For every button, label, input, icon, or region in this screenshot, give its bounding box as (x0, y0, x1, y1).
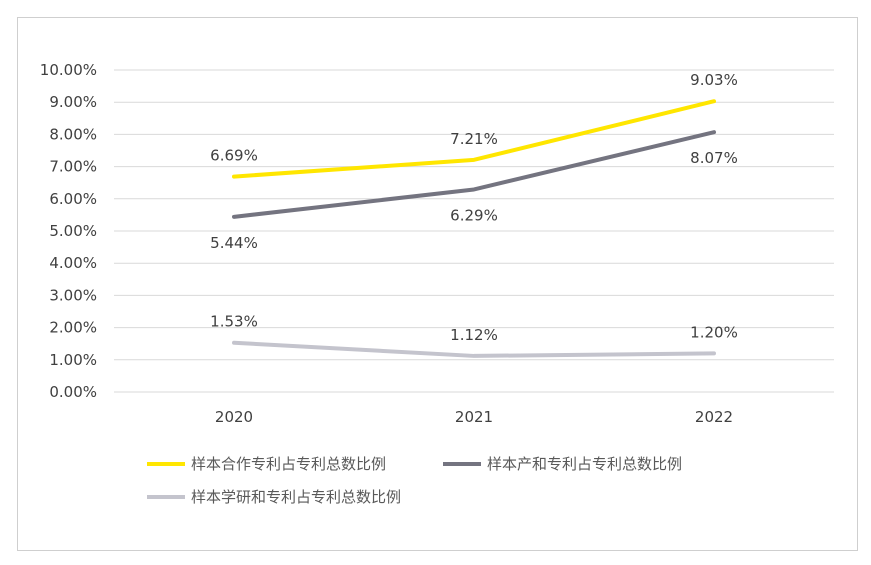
data-label: 1.53% (210, 313, 258, 331)
series-line-1 (232, 99, 716, 179)
y-tick-label: 0.00% (49, 383, 97, 401)
x-axis-ticks: 2020 2021 2022 (215, 408, 733, 426)
series-line-2 (232, 130, 716, 219)
data-label: 1.12% (450, 326, 498, 344)
x-tick-label: 2022 (695, 408, 733, 426)
data-label: 5.44% (210, 234, 258, 252)
y-tick-label: 10.00% (40, 61, 97, 79)
x-tick-label: 2021 (455, 408, 493, 426)
gridlines (114, 69, 834, 393)
legend-label: 样本学研和专利占专利总数比例 (191, 488, 401, 506)
y-tick-label: 1.00% (49, 351, 97, 369)
y-tick-label: 3.00% (49, 286, 97, 304)
data-label: 7.21% (450, 130, 498, 148)
legend-label: 样本合作专利占专利总数比例 (191, 455, 386, 473)
legend-label: 样本产和专利占专利总数比例 (487, 455, 682, 473)
y-tick-label: 8.00% (49, 125, 97, 143)
series-line-3 (232, 340, 716, 358)
data-label: 8.07% (690, 149, 738, 167)
data-label: 6.29% (450, 206, 498, 224)
legend-item-3: 样本学研和专利占专利总数比例 (147, 488, 401, 506)
y-tick-label: 7.00% (49, 158, 97, 176)
y-tick-label: 5.00% (49, 222, 97, 240)
y-tick-label: 2.00% (49, 319, 97, 337)
y-tick-label: 9.00% (49, 93, 97, 111)
data-labels: 6.69% 7.21% 9.03% 5.44% 6.29% 8.07% 1.53% 1.12%… (210, 71, 738, 344)
y-tick-label: 4.00% (49, 254, 97, 272)
x-tick-label: 2020 (215, 408, 253, 426)
legend-item-2: 样本产和专利占专利总数比例 (443, 455, 682, 473)
data-label: 6.69% (210, 147, 258, 165)
y-tick-label: 6.00% (49, 190, 97, 208)
y-axis-ticks: 0.00% 1.00% 2.00% 3.00% 4.00% 5.00% 6.00% 7.00%… (40, 61, 97, 401)
series-lines (232, 99, 716, 358)
data-label: 1.20% (690, 323, 738, 341)
legend-item-1: 样本合作专利占专利总数比例 (147, 455, 386, 473)
data-label: 9.03% (690, 71, 738, 89)
